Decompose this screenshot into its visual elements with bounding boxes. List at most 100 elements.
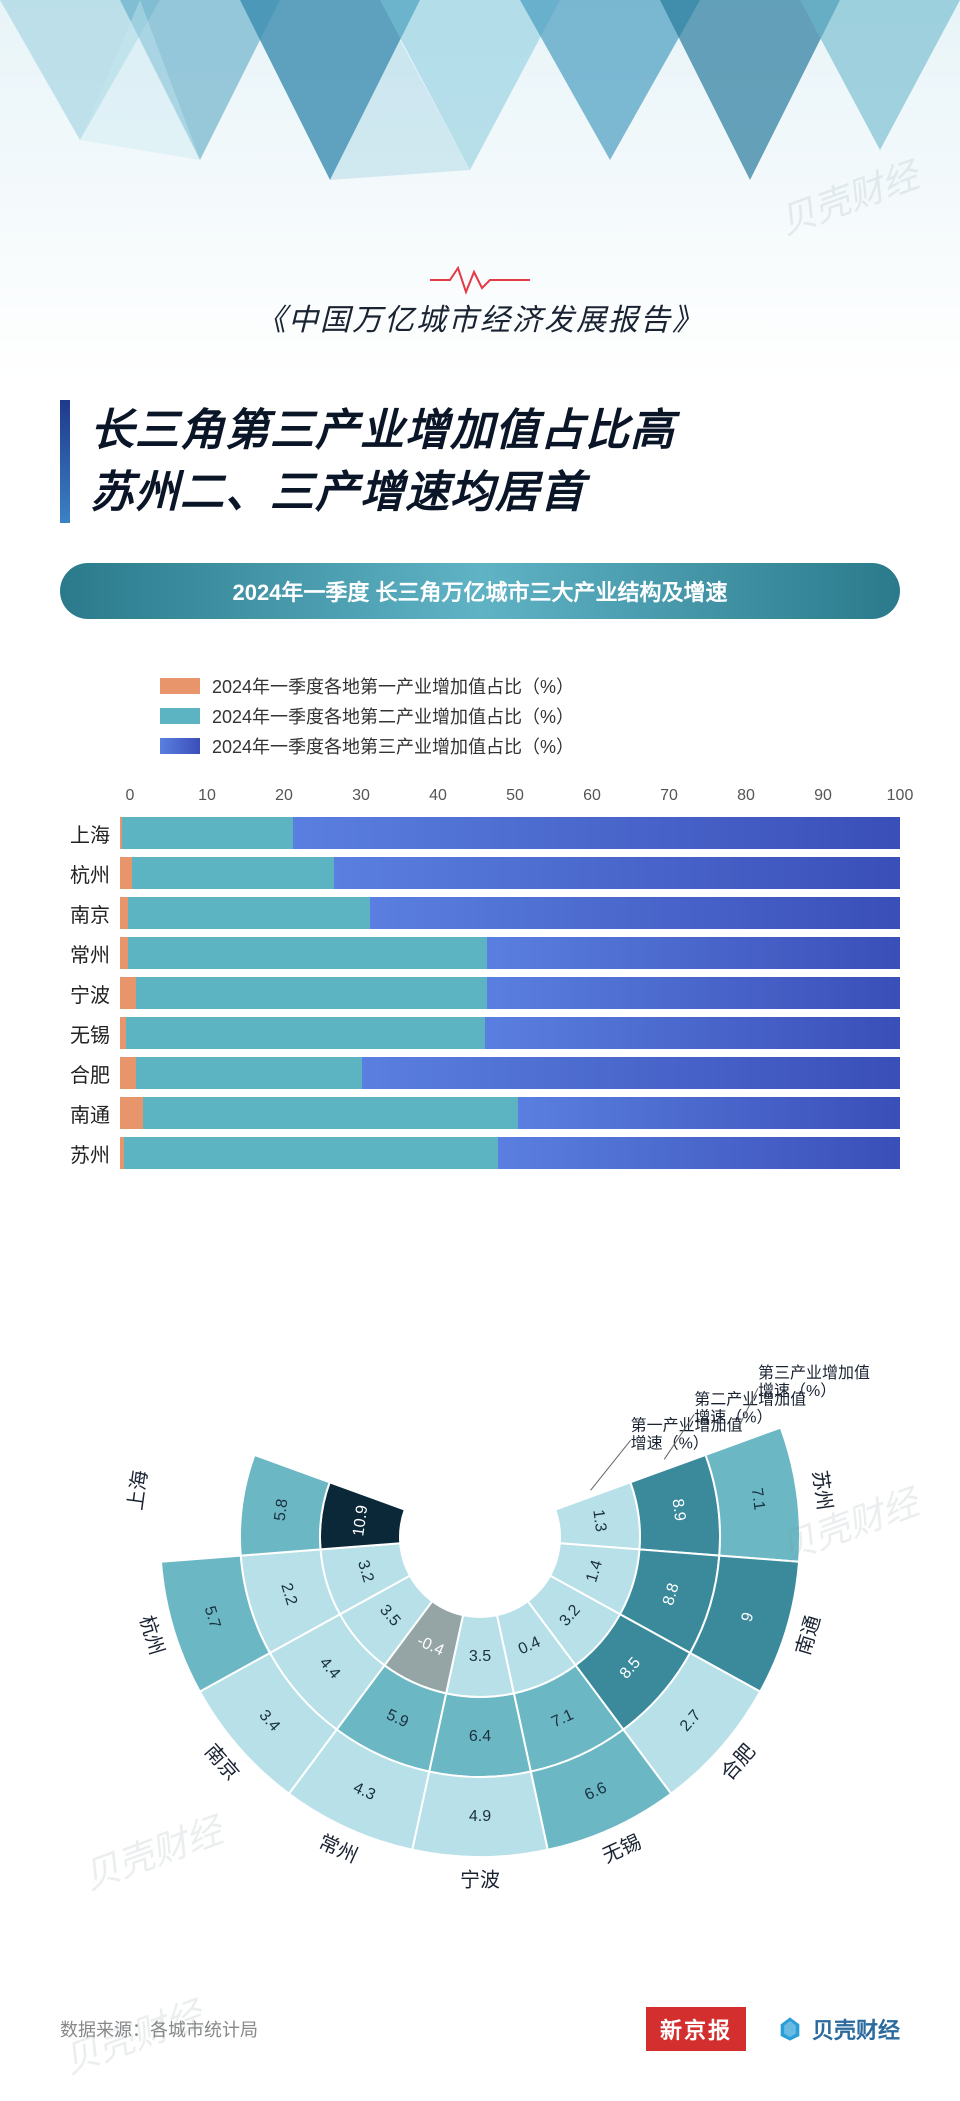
bar-city-label: 南通 (60, 1099, 120, 1128)
bar-seg-primary (120, 1097, 143, 1129)
axis-tick: 0 (126, 787, 135, 805)
bar-seg-secondary (143, 1097, 517, 1129)
bar-city-label: 杭州 (60, 859, 120, 888)
radial-city-label: 上海 (124, 1469, 152, 1512)
bar-row: 苏州 (60, 1137, 900, 1169)
radial-value: 3.5 (469, 1648, 491, 1665)
page: 《中国万亿城市经济发展报告》 长三角第三产业增加值占比高 苏州二、三产增速均居首… (0, 0, 960, 2101)
bar-track (120, 1137, 900, 1169)
bar-seg-primary (120, 897, 128, 929)
bar-city-label: 常州 (60, 939, 120, 968)
bar-seg-tertiary (485, 1017, 900, 1049)
main-title: 长三角第三产业增加值占比高 苏州二、三产增速均居首 (60, 400, 900, 523)
axis-tick: 50 (506, 787, 524, 805)
axis-tick: 60 (583, 787, 601, 805)
logo-beike-text: 贝壳财经 (812, 2013, 900, 2045)
bar-seg-secondary (128, 937, 487, 969)
bar-seg-secondary (124, 1137, 498, 1169)
radial-chart: 1.38.97.1苏州1.48.89南通3.28.52.7合肥0.47.16.6… (40, 1237, 920, 1957)
bar-seg-tertiary (487, 977, 900, 1009)
legend-swatch (160, 738, 200, 754)
axis-tick: 40 (429, 787, 447, 805)
legend-label: 2024年一季度各地第一产业增加值占比（%） (212, 673, 574, 699)
bar-row: 无锡 (60, 1017, 900, 1049)
bar-row: 上海 (60, 817, 900, 849)
axis-tick: 10 (198, 787, 216, 805)
decorative-triangles (0, 0, 960, 220)
bar-track (120, 897, 900, 929)
bar-seg-secondary (132, 857, 335, 889)
bar-city-label: 上海 (60, 819, 120, 848)
bar-seg-secondary (136, 977, 487, 1009)
title-accent-bar (60, 400, 70, 523)
main-title-line1: 长三角第三产业增加值占比高 (90, 406, 675, 455)
bar-seg-tertiary (293, 817, 900, 849)
bar-x-axis-top: 0102030405060708090100 (130, 779, 900, 809)
radial-city-label: 苏州 (808, 1469, 836, 1512)
bar-seg-primary (120, 857, 132, 889)
bar-chart-area: 2024年一季度各地第一产业增加值占比（%） 2024年一季度各地第二产业增加值占… (0, 649, 960, 1197)
bar-city-label: 无锡 (60, 1019, 120, 1048)
logo-beike: 贝壳财经 (776, 2013, 900, 2045)
radial-city-label: 杭州 (135, 1613, 169, 1658)
bar-track (120, 817, 900, 849)
axis-tick: 80 (737, 787, 755, 805)
bar-city-label: 合肥 (60, 1059, 120, 1088)
radial-value: 6.4 (469, 1728, 491, 1745)
heartbeat-icon (420, 260, 540, 300)
bar-seg-secondary (122, 817, 294, 849)
bar-row: 宁波 (60, 977, 900, 1009)
bar-seg-tertiary (487, 937, 900, 969)
legend-label: 2024年一季度各地第二产业增加值占比（%） (212, 703, 574, 729)
bar-seg-secondary (126, 1017, 485, 1049)
bar-legend: 2024年一季度各地第一产业增加值占比（%） 2024年一季度各地第二产业增加值占… (60, 673, 900, 759)
bar-seg-secondary (136, 1057, 362, 1089)
radial-value: 8.9 (668, 1498, 688, 1522)
main-title-block: 长三角第三产业增加值占比高 苏州二、三产增速均居首 (0, 380, 960, 563)
axis-tick: 20 (275, 787, 293, 805)
bar-seg-tertiary (498, 1137, 900, 1169)
logo-xinjingbao: 新京报 (646, 2007, 746, 2051)
radial-value: 4.9 (469, 1808, 491, 1825)
radial-value: 7.1 (748, 1487, 768, 1511)
report-title-block: 《中国万亿城市经济发展报告》 (0, 260, 960, 339)
bar-seg-secondary (128, 897, 370, 929)
report-title: 《中国万亿城市经济发展报告》 (0, 295, 960, 339)
radial-city-label: 无锡 (599, 1830, 645, 1867)
ring-label-line (591, 1441, 631, 1491)
bar-row: 南通 (60, 1097, 900, 1129)
legend-label: 2024年一季度各地第三产业增加值占比（%） (212, 733, 574, 759)
bar-track (120, 1017, 900, 1049)
bar-seg-tertiary (334, 857, 900, 889)
bar-row: 合肥 (60, 1057, 900, 1089)
bar-row: 杭州 (60, 857, 900, 889)
bar-seg-tertiary (518, 1097, 900, 1129)
legend-item: 2024年一季度各地第三产业增加值占比（%） (160, 733, 900, 759)
radial-value: 1.3 (589, 1509, 609, 1533)
bar-seg-tertiary (362, 1057, 900, 1089)
radial-value: 5.8 (272, 1498, 292, 1522)
bar-row: 常州 (60, 937, 900, 969)
radial-city-label: 常州 (315, 1830, 361, 1867)
axis-tick: 90 (814, 787, 832, 805)
bar-row: 南京 (60, 897, 900, 929)
bar-seg-primary (120, 1057, 136, 1089)
radial-chart-area: 1.38.97.1苏州1.48.89南通3.28.52.7合肥0.47.16.6… (0, 1197, 960, 1977)
bar-track (120, 857, 900, 889)
bar-track (120, 937, 900, 969)
axis-tick: 100 (887, 787, 914, 805)
shell-icon (776, 2015, 804, 2043)
bar-track (120, 977, 900, 1009)
bar-track (120, 1057, 900, 1089)
data-source: 数据来源：各城市统计局 (60, 2016, 646, 2042)
axis-tick: 70 (660, 787, 678, 805)
footer: 数据来源：各城市统计局 新京报 贝壳财经 (0, 1977, 960, 2101)
main-title-line2: 苏州二、三产增速均居首 (90, 468, 585, 517)
legend-swatch (160, 678, 200, 694)
axis-tick: 30 (352, 787, 370, 805)
legend-swatch (160, 708, 200, 724)
bar-city-label: 南京 (60, 899, 120, 928)
legend-item: 2024年一季度各地第二产业增加值占比（%） (160, 703, 900, 729)
bar-seg-primary (120, 977, 136, 1009)
bar-seg-tertiary (370, 897, 900, 929)
